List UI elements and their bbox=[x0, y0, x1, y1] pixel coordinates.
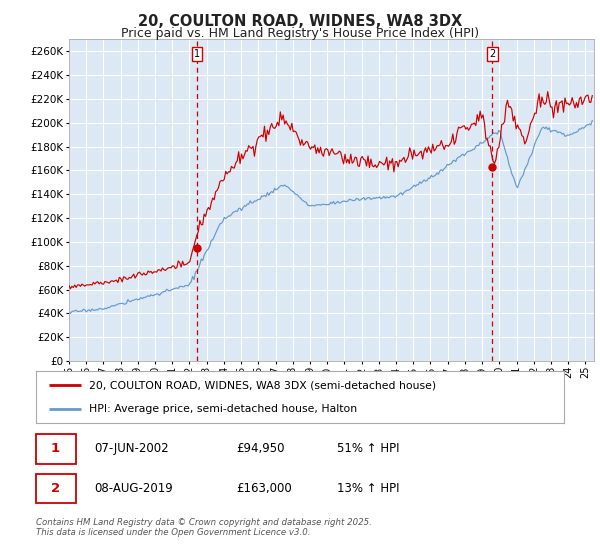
Text: 2: 2 bbox=[490, 49, 496, 59]
Text: £163,000: £163,000 bbox=[236, 482, 292, 495]
Text: 1: 1 bbox=[51, 442, 60, 455]
Text: 07-JUN-2002: 07-JUN-2002 bbox=[94, 442, 169, 455]
Text: 13% ↑ HPI: 13% ↑ HPI bbox=[337, 482, 400, 495]
Text: Contains HM Land Registry data © Crown copyright and database right 2025.
This d: Contains HM Land Registry data © Crown c… bbox=[36, 518, 372, 538]
Text: 20, COULTON ROAD, WIDNES, WA8 3DX (semi-detached house): 20, COULTON ROAD, WIDNES, WA8 3DX (semi-… bbox=[89, 380, 436, 390]
Text: 51% ↑ HPI: 51% ↑ HPI bbox=[337, 442, 400, 455]
Text: 1: 1 bbox=[194, 49, 200, 59]
Text: 20, COULTON ROAD, WIDNES, WA8 3DX: 20, COULTON ROAD, WIDNES, WA8 3DX bbox=[138, 14, 462, 29]
FancyBboxPatch shape bbox=[36, 474, 76, 503]
Text: Price paid vs. HM Land Registry's House Price Index (HPI): Price paid vs. HM Land Registry's House … bbox=[121, 27, 479, 40]
FancyBboxPatch shape bbox=[36, 435, 76, 464]
Text: 2: 2 bbox=[51, 482, 60, 495]
Text: £94,950: £94,950 bbox=[236, 442, 285, 455]
Text: HPI: Average price, semi-detached house, Halton: HPI: Average price, semi-detached house,… bbox=[89, 404, 357, 414]
Text: 08-AUG-2019: 08-AUG-2019 bbox=[94, 482, 173, 495]
